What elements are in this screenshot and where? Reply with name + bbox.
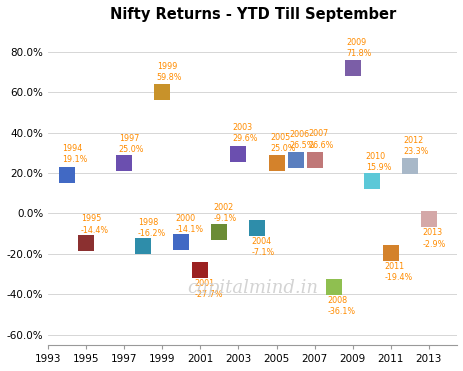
Point	[234, 151, 242, 157]
Text: 1998
-16.2%: 1998 -16.2%	[138, 218, 166, 238]
Text: 1994
19.1%: 1994 19.1%	[62, 144, 87, 164]
Text: 2004
-7.1%: 2004 -7.1%	[251, 237, 275, 257]
Point	[329, 283, 337, 289]
Point	[405, 163, 413, 169]
Point	[310, 157, 318, 162]
Point	[253, 225, 261, 231]
Text: 2000
-14.1%: 2000 -14.1%	[175, 214, 203, 234]
Text: capitalmind.in: capitalmind.in	[187, 279, 318, 297]
Point	[63, 172, 71, 178]
Point	[386, 250, 394, 256]
Point	[196, 267, 204, 273]
Text: 2010
15.9%: 2010 15.9%	[365, 152, 390, 172]
Title: Nifty Returns - YTD Till September: Nifty Returns - YTD Till September	[109, 7, 395, 22]
Text: 2009
71.8%: 2009 71.8%	[346, 38, 371, 58]
Text: 2002
-9.1%: 2002 -9.1%	[213, 203, 237, 223]
Text: 2003
29.6%: 2003 29.6%	[232, 123, 258, 144]
Point	[367, 178, 375, 184]
Text: 1995
-14.4%: 1995 -14.4%	[81, 214, 109, 234]
Point	[272, 160, 280, 166]
Point	[348, 65, 356, 71]
Point	[158, 89, 166, 95]
Text: 1999
59.8%: 1999 59.8%	[156, 62, 182, 82]
Text: 2013
-2.9%: 2013 -2.9%	[422, 229, 445, 249]
Point	[82, 240, 90, 246]
Text: 2008
-36.1%: 2008 -36.1%	[327, 296, 355, 316]
Point	[215, 229, 223, 235]
Text: 2007
26.6%: 2007 26.6%	[308, 129, 333, 150]
Text: 2006
26.5%: 2006 26.5%	[289, 129, 315, 150]
Point	[424, 216, 432, 222]
Text: 2011
-19.4%: 2011 -19.4%	[384, 262, 412, 282]
Text: 2001
-27.7%: 2001 -27.7%	[194, 279, 223, 299]
Text: 2012
23.3%: 2012 23.3%	[403, 136, 428, 156]
Point	[291, 157, 299, 163]
Point	[139, 243, 147, 249]
Text: 2005
25.0%: 2005 25.0%	[270, 133, 296, 153]
Point	[177, 239, 185, 245]
Point	[120, 160, 128, 166]
Text: 1997
25.0%: 1997 25.0%	[119, 134, 144, 154]
